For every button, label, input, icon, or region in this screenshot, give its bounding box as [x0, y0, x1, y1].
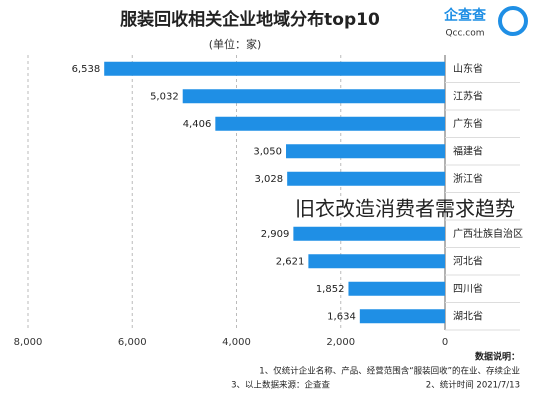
value-label: 4,406 — [183, 119, 212, 130]
bar — [359, 309, 445, 324]
value-label: 2,621 — [276, 256, 305, 267]
note: 1、仅统计企业名称、产品、经营范围含“服装回收”的在业、存续企业 — [259, 366, 520, 377]
value-label: 1,634 — [327, 311, 356, 322]
bar — [104, 61, 445, 76]
bar — [182, 89, 445, 104]
value-label: 1,852 — [316, 284, 345, 295]
value-label: 3,050 — [253, 146, 282, 157]
y-tick-label: 山东省 — [453, 62, 483, 75]
bar — [215, 116, 445, 131]
y-tick-label: 广东省 — [453, 117, 483, 130]
y-tick-label: 浙江省 — [453, 172, 483, 185]
x-tick-label: 8,000 — [14, 337, 43, 348]
y-tick-label: 广西壮族自治区 — [453, 227, 523, 240]
x-tick-label: 0 — [442, 337, 448, 348]
y-tick-label: 河北省 — [453, 254, 483, 267]
bar — [308, 254, 445, 269]
logo-url: Qcc.com — [445, 29, 484, 39]
y-tick-label: 福建省 — [453, 144, 483, 157]
chart-subtitle: (单位：家) — [209, 37, 262, 51]
y-tick-label: 四川省 — [453, 282, 483, 295]
logo-icon — [498, 6, 528, 36]
bar — [348, 281, 445, 296]
x-tick-label: 2,000 — [326, 337, 355, 348]
y-tick-label: 湖北省 — [453, 309, 483, 322]
y-tick-label: 江苏省 — [453, 89, 483, 102]
chart-title: 服装回收相关企业地域分布top10 — [120, 9, 380, 30]
x-tick-label: 4,000 — [222, 337, 251, 348]
logo-name: 企查查 — [443, 7, 487, 24]
overlay-text: 旧衣改造消费者需求趋势 — [295, 197, 515, 221]
value-label: 6,538 — [72, 64, 101, 75]
bar — [287, 171, 445, 186]
bar — [286, 144, 445, 159]
note: 2、统计时间 2021/7/13 — [426, 380, 520, 391]
bar — [293, 226, 445, 241]
value-label: 2,909 — [261, 229, 290, 240]
value-label: 3,028 — [255, 174, 284, 185]
x-tick-label: 6,000 — [118, 337, 147, 348]
note: 3、以上数据来源：企查查 — [231, 380, 330, 391]
value-label: 5,032 — [150, 91, 179, 102]
notes-heading: 数据说明： — [475, 351, 520, 363]
